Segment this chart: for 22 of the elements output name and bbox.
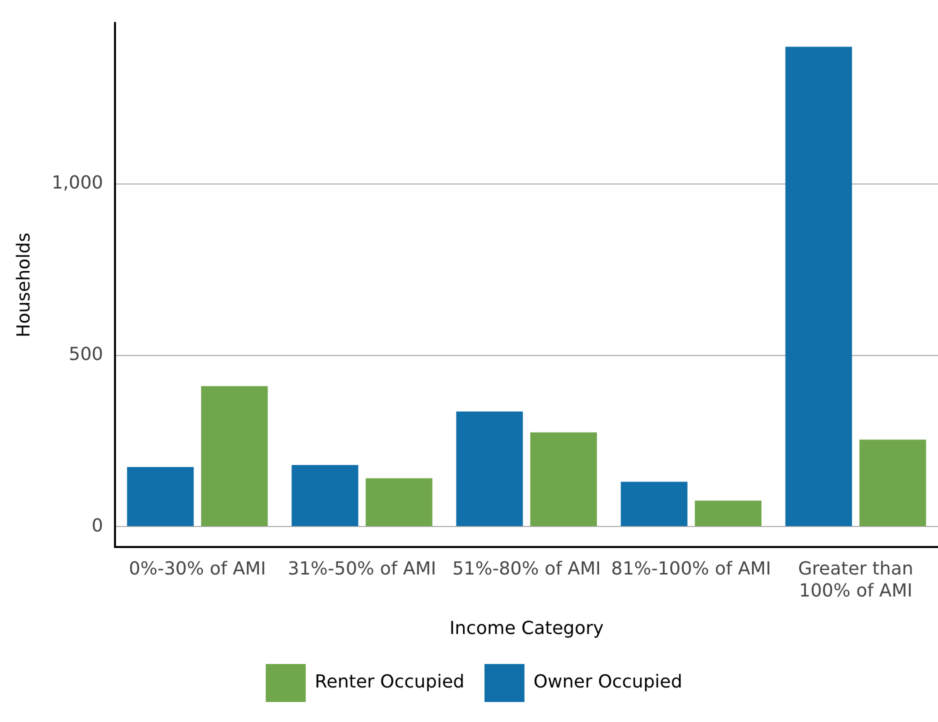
legend-label: Renter Occupied	[314, 672, 464, 693]
x-tick-label: 31%-50% of AMI	[288, 558, 436, 580]
x-tick-label: 51%-80% of AMI	[452, 558, 601, 580]
bar	[366, 478, 432, 526]
bar	[456, 411, 523, 526]
bar	[127, 467, 194, 526]
bar	[694, 500, 762, 526]
bar	[530, 432, 597, 526]
y-tick-label: 0	[92, 515, 104, 536]
bar	[292, 464, 358, 526]
legend-label: Owner Occupied	[533, 672, 682, 693]
x-tick-label: 0%-30% of AMI	[128, 558, 266, 580]
bar	[201, 386, 268, 526]
x-axis-title: Income Category	[449, 618, 604, 639]
y-tick-label: 500	[68, 344, 104, 365]
x-tick-label: 81%-100% of AMI	[611, 558, 772, 580]
bar	[785, 46, 852, 526]
bar	[859, 440, 926, 526]
y-axis-title: Households	[13, 232, 34, 338]
bar	[620, 482, 688, 526]
y-tick-label: 1,000	[52, 172, 104, 194]
x-tick-label: Greater than 100% of AMI	[798, 558, 914, 602]
